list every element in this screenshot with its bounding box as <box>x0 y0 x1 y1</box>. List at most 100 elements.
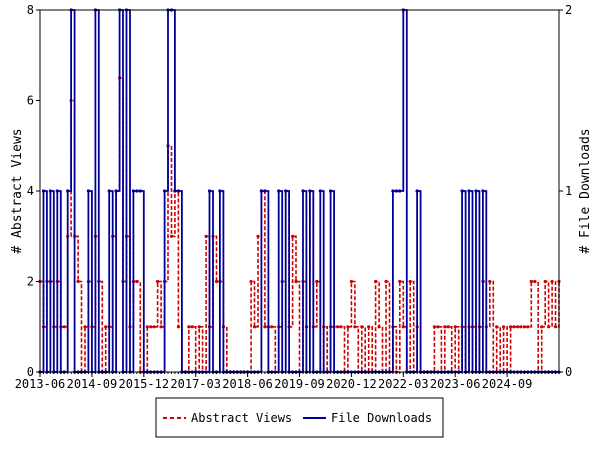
data-point <box>263 189 267 193</box>
data-point <box>474 189 478 193</box>
data-point <box>163 189 167 193</box>
x-tick-label: 2013-06 <box>15 377 66 391</box>
data-point <box>432 325 436 329</box>
data-point <box>408 279 412 284</box>
data-point <box>360 325 364 329</box>
data-point <box>190 325 194 329</box>
left-tick-label: 6 <box>27 94 34 108</box>
data-point <box>329 189 333 193</box>
data-point <box>401 325 405 329</box>
right-tick-label: 0 <box>565 365 572 379</box>
right-axis-label: # File Downloads <box>578 128 593 253</box>
data-point <box>83 325 87 329</box>
data-point <box>135 279 139 284</box>
x-tick-label: 2019-09 <box>274 377 325 391</box>
left-tick-label: 2 <box>27 275 34 289</box>
x-tick-label: 2014-09 <box>67 377 118 391</box>
data-point <box>249 279 253 284</box>
legend-label-abstract-views: Abstract Views <box>191 411 292 425</box>
data-point <box>398 189 402 193</box>
left-tick-label: 4 <box>27 184 34 198</box>
legend: Abstract Views File Downloads <box>155 397 444 438</box>
data-point <box>291 234 295 238</box>
data-point <box>540 325 544 329</box>
left-tick-label: 8 <box>27 3 34 17</box>
data-point <box>398 279 402 284</box>
data-point <box>62 325 66 329</box>
data-point <box>66 189 70 193</box>
data-point <box>415 189 419 193</box>
data-point <box>346 325 350 329</box>
data-point <box>204 234 208 238</box>
data-point <box>107 189 111 193</box>
data-point <box>76 279 80 284</box>
data-point <box>367 325 371 329</box>
data-point <box>176 325 180 329</box>
data-point <box>169 234 174 238</box>
data-point <box>553 325 558 329</box>
data-point <box>270 325 274 329</box>
x-tick-label: 2022-03 <box>378 377 429 391</box>
data-point <box>145 325 149 329</box>
data-point <box>263 325 267 329</box>
data-point <box>277 189 281 193</box>
x-axis: 2013-06 2014-09 2015-12 2017-03 2018-06 2019-… <box>15 372 560 391</box>
data-point <box>284 189 288 193</box>
x-tick-label: 2023-06 <box>430 377 481 391</box>
data-point <box>131 189 135 193</box>
data-point <box>515 325 520 329</box>
left-axis-label: # Abstract Views <box>10 128 25 253</box>
data-point <box>114 189 118 193</box>
legend-label-file-downloads: File Downloads <box>331 411 432 425</box>
data-point <box>443 325 447 329</box>
x-tick-label: 2020-12 <box>326 377 377 391</box>
x-tick-label: 2018-06 <box>222 377 273 391</box>
data-point <box>173 189 177 193</box>
data-point <box>149 325 153 329</box>
data-point <box>41 189 46 193</box>
data-point <box>374 279 378 284</box>
data-point <box>252 325 257 329</box>
data-point <box>460 189 464 193</box>
data-point <box>488 279 492 284</box>
data-point <box>156 279 160 284</box>
series-line-file-downloads <box>40 9 559 373</box>
data-point <box>159 325 163 329</box>
data-point <box>495 325 499 329</box>
right-y-axis: 0 1 2 <box>559 3 572 379</box>
data-point <box>301 189 305 193</box>
data-point <box>214 279 219 284</box>
left-y-axis: 0 2 4 6 8 <box>27 3 40 379</box>
data-point <box>256 234 260 238</box>
data-point <box>512 325 516 329</box>
data-point <box>294 279 298 284</box>
data-point <box>502 325 506 329</box>
data-point <box>533 279 537 284</box>
data-point <box>519 325 523 329</box>
legend-box <box>155 397 444 438</box>
data-point <box>318 189 322 193</box>
data-point <box>152 325 156 329</box>
data-point <box>308 189 312 193</box>
data-point <box>48 189 53 193</box>
x-tick-label: 2017-03 <box>170 377 221 391</box>
right-tick-label: 2 <box>565 3 572 17</box>
x-tick-label: 2024-09 <box>482 377 533 391</box>
data-point <box>197 325 201 329</box>
data-point <box>138 189 142 193</box>
data-point <box>353 325 357 329</box>
data-point <box>384 279 388 284</box>
data-point <box>509 325 513 329</box>
data-point <box>259 189 263 193</box>
data-point <box>104 325 108 329</box>
data-point <box>349 279 353 284</box>
data-point <box>543 279 547 284</box>
data-point <box>339 325 343 329</box>
data-point <box>207 189 212 193</box>
data-point <box>436 325 440 329</box>
x-tick-label: 2015-12 <box>119 377 170 391</box>
data-point <box>446 325 450 329</box>
data-point <box>55 189 59 193</box>
left-tick-label: 0 <box>27 365 34 379</box>
